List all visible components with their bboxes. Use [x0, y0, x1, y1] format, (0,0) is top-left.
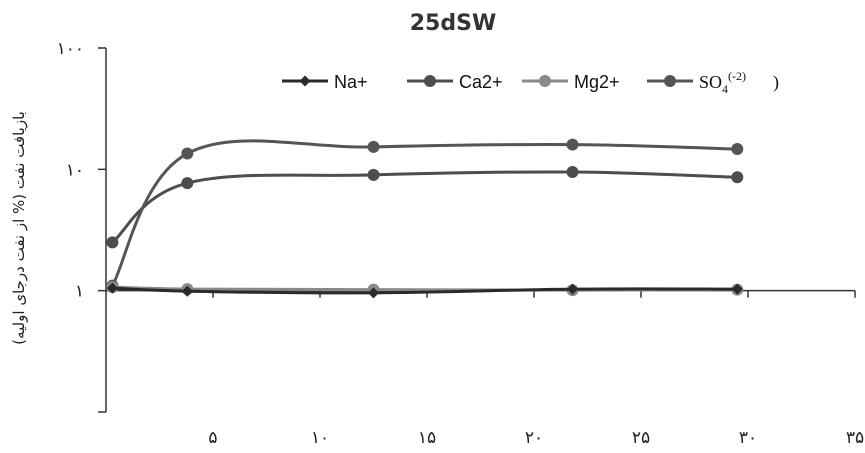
data-point-ca2 [106, 236, 119, 249]
x-tick-label: ۱۰ [311, 428, 329, 448]
x-tick-label: ۱۵ [418, 428, 436, 448]
x-tick-label: ۵ [208, 428, 217, 448]
legend: Na+ Ca2+ Mg2+ SO4(-2)) [282, 69, 779, 96]
data-point-so4-2 [566, 138, 579, 151]
x-tick-label: ۲۰ [525, 428, 543, 448]
data-point-so4-2 [731, 143, 744, 156]
legend-label: Mg2+ [574, 72, 620, 92]
legend-label: SO4(-2) [699, 69, 746, 96]
legend-marker [299, 75, 311, 87]
legend-label: Ca2+ [459, 72, 503, 92]
legend-marker [424, 75, 436, 87]
series-line-ca2 [111, 170, 738, 244]
legend-marker [539, 75, 551, 87]
series-line-so4-2 [111, 139, 738, 287]
data-point-ca2 [566, 166, 579, 179]
chart-title: 25dSW [410, 11, 496, 36]
data-point-na [181, 285, 193, 297]
data-point-na [731, 283, 743, 295]
data-point-so4-2 [181, 147, 194, 160]
data-point-ca2 [731, 171, 744, 184]
series-layer [106, 138, 744, 299]
y-tick-label: ۱ [75, 282, 84, 302]
y-axis-title: بازیافت نفت (% از نفت درجای اولیه) [10, 111, 28, 345]
legend-label-paren: ) [773, 72, 779, 93]
y-tick-label: ۱۰ [66, 160, 84, 180]
x-tick-label: ۳۵ [846, 428, 864, 448]
data-point-na [368, 287, 379, 299]
data-point-so4-2 [367, 140, 380, 153]
x-tick-label: ۳۰ [739, 428, 757, 448]
legend-marker [664, 75, 676, 87]
legend-label: Na+ [334, 72, 368, 92]
data-point-ca2 [181, 177, 194, 190]
x-tick-label: ۲۵ [632, 428, 650, 448]
data-point-ca2 [367, 168, 380, 181]
y-tick-label: ۱۰۰ [57, 39, 84, 59]
data-point-na [567, 283, 579, 295]
data-point-na [106, 282, 118, 294]
